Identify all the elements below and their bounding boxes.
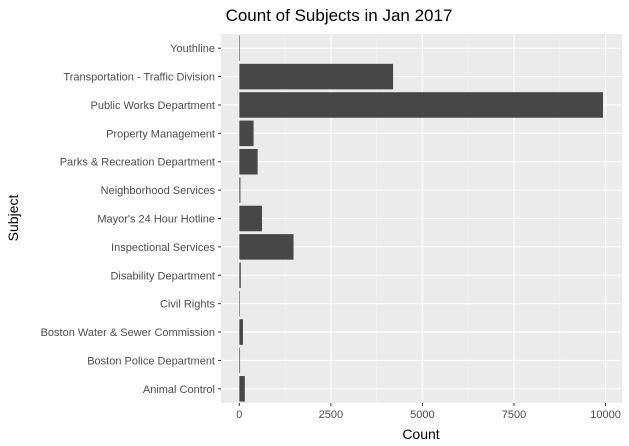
bar-neighborhood-services [239, 177, 241, 203]
bar-property-management [239, 120, 254, 147]
bar-mayor-s-24-hour-hotline [239, 205, 263, 232]
y-tick-label: Neighborhood Services [101, 185, 216, 197]
y-tick-label: Transportation - Traffic Division [63, 72, 215, 84]
y-tick-label: Parks & Recreation Department [60, 157, 215, 169]
y-axis-title: Subject [5, 195, 21, 242]
bar-public-works-department [239, 92, 603, 118]
y-tick-label: Public Works Department [90, 100, 215, 112]
y-tick-label: Boston Water & Sewer Commission [41, 327, 215, 339]
y-tick-label: Mayor's 24 Hour Hotline [97, 214, 215, 226]
bar-boston-police-department [239, 347, 241, 374]
y-tick-label: Disability Department [110, 270, 215, 282]
y-tick-label: Youthline [170, 43, 215, 55]
x-tick-label: 10000 [590, 409, 621, 421]
y-tick-label: Property Management [106, 128, 215, 140]
bar-inspectional-services [239, 234, 294, 260]
x-tick-label: 2500 [319, 409, 343, 421]
bar-youthline [239, 35, 240, 61]
bar-civil-rights [239, 290, 240, 317]
bar-transportation-traffic-division [239, 63, 394, 90]
x-tick-label: 5000 [410, 409, 434, 421]
bars [239, 35, 603, 402]
y-tick-label: Boston Police Department [87, 355, 215, 367]
y-tick-label: Animal Control [143, 384, 215, 396]
x-axis: 0 2500 5000 7500 10000 [236, 403, 621, 421]
bar-animal-control [239, 376, 245, 402]
bar-disability-department [239, 262, 241, 289]
chart-title: Count of Subjects in Jan 2017 [226, 6, 453, 25]
y-axis: Animal Control Boston Police Department Bo… [41, 43, 221, 396]
bar-parks-recreation-department [239, 148, 258, 175]
x-tick-label: 7500 [502, 409, 526, 421]
bar-boston-water-sewer-commission [239, 319, 243, 345]
y-tick-label: Civil Rights [160, 299, 216, 311]
y-tick-label: Inspectional Services [111, 242, 215, 254]
x-axis-title: Count [402, 426, 439, 442]
x-tick-label: 0 [236, 409, 242, 421]
